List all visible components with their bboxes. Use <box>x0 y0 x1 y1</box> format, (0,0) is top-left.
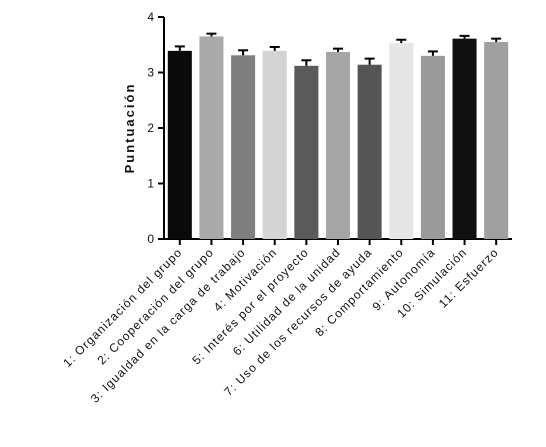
bar <box>357 64 382 239</box>
y-tick-label: 0 <box>147 232 154 246</box>
y-tick-label: 1 <box>147 177 154 191</box>
bar <box>231 55 256 239</box>
x-axis <box>164 238 512 245</box>
bar <box>294 65 319 239</box>
y-tick-label: 2 <box>147 121 154 135</box>
y-tick-label: 4 <box>147 10 154 24</box>
bar <box>262 50 287 240</box>
bar <box>325 51 351 240</box>
y-tick-label: 3 <box>147 66 154 80</box>
bar <box>484 41 509 239</box>
y-axis-title: Puntuación <box>122 83 137 174</box>
y-axis: 0 1 2 3 4 <box>147 10 165 246</box>
bar <box>199 36 224 239</box>
bar <box>452 38 477 239</box>
bar <box>420 55 445 239</box>
category-label: 1: Organización del grupo <box>60 245 185 370</box>
bar <box>167 50 192 240</box>
bars <box>167 32 509 240</box>
bar <box>389 43 414 240</box>
